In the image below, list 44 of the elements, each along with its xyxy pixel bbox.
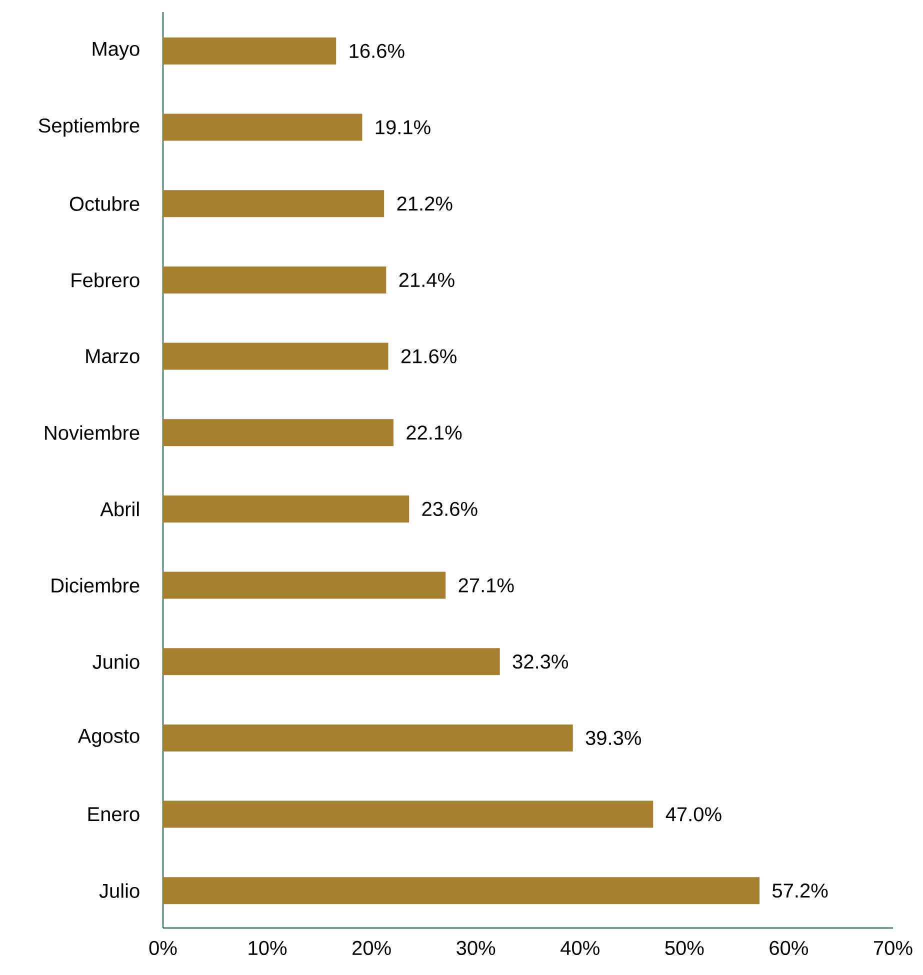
bar (162, 648, 500, 676)
x-tick-label: 70% (874, 940, 912, 956)
x-tick-label: 20% (352, 940, 391, 956)
y-tick-label: Agosto (78, 728, 140, 747)
x-tick-label: 30% (456, 940, 496, 956)
bar (162, 114, 362, 141)
y-tick-label: Enero (88, 807, 140, 822)
bar (162, 495, 410, 522)
data-label: 21.2% (397, 196, 452, 211)
data-label: 32.3% (512, 654, 568, 669)
data-label: 21.6% (401, 349, 456, 364)
bar (162, 724, 573, 752)
data-label: 21.4% (399, 272, 454, 287)
y-tick-label: Marzo (86, 349, 140, 364)
data-label: 57.2% (772, 884, 828, 898)
bar (162, 419, 394, 446)
y-tick-label: Mayo (92, 42, 140, 60)
x-tick-label: 50% (665, 940, 704, 956)
data-label: 16.6% (350, 44, 404, 58)
data-label: 27.1% (458, 578, 514, 592)
x-tick-label: 10% (248, 940, 287, 956)
data-label: 39.3% (586, 730, 642, 746)
y-tick-label: Noviembre (45, 425, 140, 440)
y-tick-label: Octubre (70, 196, 140, 211)
y-tick-label: Septiembre (38, 118, 140, 137)
y-tick-label: Febrero (72, 272, 140, 288)
data-label: 22.1% (406, 426, 462, 440)
bar (162, 877, 760, 904)
bar (162, 37, 336, 64)
x-tick-label: 60% (770, 940, 808, 956)
data-label: 19.1% (376, 120, 430, 134)
x-tick-label: 0% (149, 940, 177, 956)
x-tick-label: 40% (560, 940, 600, 956)
bar (162, 800, 654, 828)
bar (162, 190, 384, 218)
bar (162, 266, 386, 294)
y-tick-label: Abril (100, 502, 139, 516)
bar (162, 572, 446, 599)
y-tick-label: Junio (92, 654, 140, 669)
data-label: 23.6% (422, 502, 478, 516)
y-tick-label: Diciembre (52, 578, 140, 593)
y-tick-label: Julio (99, 883, 140, 898)
data-label: 47.0% (666, 807, 722, 822)
bar (162, 342, 388, 370)
